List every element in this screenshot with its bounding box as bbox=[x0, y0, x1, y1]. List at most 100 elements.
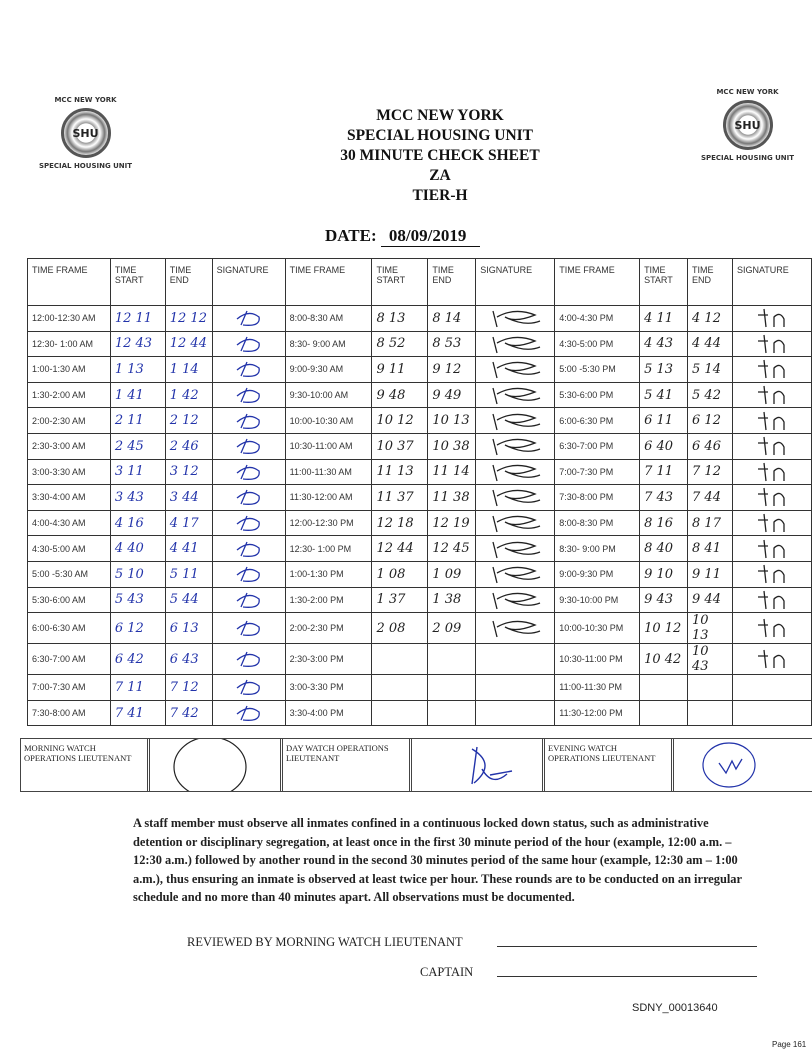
time-end-cell: 9 49 bbox=[427, 381, 477, 409]
signature-scribble bbox=[757, 437, 785, 456]
signature-cell bbox=[211, 305, 286, 332]
time-frame-cell: 9:30-10:00 AM bbox=[284, 381, 373, 409]
time-end-cell: 5 11 bbox=[164, 560, 213, 588]
table-row: 6:00-6:30 AM 6 12 6 13 2:00-2:30 PM 2 08 2 09… bbox=[27, 612, 812, 645]
time-frame-cell: 12:00-12:30 PM bbox=[284, 509, 373, 537]
time-end-cell: 4 17 bbox=[164, 509, 213, 537]
table-row: 6:30-7:00 AM 6 42 6 43 2:30-3:00 PM 10:30-11… bbox=[27, 643, 812, 676]
signature-scribble bbox=[492, 592, 541, 609]
time-start-cell: 5 10 bbox=[109, 560, 166, 588]
signature-scribble bbox=[757, 411, 785, 430]
time-end-cell: 9 44 bbox=[687, 586, 733, 614]
lieutenant-signoff: MORNING WATCH OPERATIONS LIEUTENANT DAY … bbox=[20, 736, 812, 798]
date-field: DATE: 08/09/2019 bbox=[325, 226, 481, 247]
time-start-cell: 3 43 bbox=[109, 484, 166, 511]
signature-cell bbox=[731, 458, 812, 486]
time-frame-cell: 5:30-6:00 PM bbox=[554, 381, 641, 409]
time-end-cell: 10 13 bbox=[687, 612, 733, 645]
time-end-cell: 12 12 bbox=[164, 305, 213, 332]
morning-watch-label: MORNING WATCH OPERATIONS LIEUTENANT bbox=[21, 739, 150, 791]
signature-cell bbox=[211, 484, 286, 511]
day-watch-label: DAY WATCH OPERATIONS LIEUTENANT bbox=[283, 739, 412, 791]
table-row: 12:00-12:30 AM 12 11 12 12 8:00-8:30 AM 8 13… bbox=[27, 305, 812, 332]
signature-cell bbox=[211, 586, 286, 614]
signature-scribble bbox=[236, 387, 260, 404]
signature-cell bbox=[211, 699, 286, 727]
signature-scribble bbox=[492, 387, 541, 405]
time-end-cell: 5 44 bbox=[164, 586, 213, 614]
signature-cell bbox=[475, 458, 556, 486]
signature-scribble bbox=[236, 592, 260, 608]
time-end-cell: 3 12 bbox=[164, 458, 213, 486]
time-start-cell: 9 43 bbox=[639, 586, 689, 614]
signature-cell bbox=[731, 535, 812, 562]
time-start-cell: 5 43 bbox=[109, 586, 166, 614]
time-frame-cell: 2:30-3:00 PM bbox=[284, 643, 373, 676]
time-start-cell: 10 12 bbox=[639, 612, 689, 645]
time-start-cell: 3 11 bbox=[109, 458, 166, 486]
time-start-cell: 12 43 bbox=[109, 330, 166, 358]
signature-cell bbox=[731, 560, 812, 588]
time-start-cell: 6 40 bbox=[639, 432, 689, 460]
time-start-cell: 4 40 bbox=[109, 535, 166, 562]
signature-cell bbox=[475, 674, 556, 701]
time-end-cell: 1 09 bbox=[427, 560, 477, 588]
time-start-cell bbox=[639, 674, 689, 701]
time-start-cell: 2 45 bbox=[109, 432, 166, 460]
column-header: TIME END bbox=[687, 258, 733, 306]
time-end-cell: 1 38 bbox=[427, 586, 477, 614]
signature-scribble bbox=[236, 311, 260, 327]
time-frame-cell: 1:00-1:30 PM bbox=[284, 560, 373, 588]
time-start-cell: 8 13 bbox=[371, 305, 429, 332]
time-frame-cell: 7:30-8:00 PM bbox=[554, 484, 641, 511]
table-row: 3:30-4:00 AM 3 43 3 44 11:30-12:00 AM 11 37 1… bbox=[27, 484, 812, 511]
signature-scribble bbox=[236, 362, 260, 378]
column-header: TIME END bbox=[164, 258, 213, 306]
time-start-cell: 4 16 bbox=[109, 509, 166, 537]
signature-cell bbox=[475, 484, 556, 511]
column-header: TIME FRAME bbox=[27, 258, 111, 306]
signature-cell bbox=[475, 330, 556, 358]
time-end-cell: 5 14 bbox=[687, 356, 733, 383]
time-end-cell: 3 44 bbox=[164, 484, 213, 511]
table-row: 1:30-2:00 AM 1 41 1 42 9:30-10:00 AM 9 48 9 4… bbox=[27, 381, 812, 409]
time-start-cell: 11 37 bbox=[371, 484, 429, 511]
signature-scribble bbox=[236, 336, 260, 352]
column-header: TIME START bbox=[109, 258, 166, 306]
time-start-cell: 8 52 bbox=[371, 330, 429, 358]
signature-scribble bbox=[757, 650, 785, 669]
time-end-cell: 11 38 bbox=[427, 484, 477, 511]
signature-scribble bbox=[757, 590, 785, 609]
signature-scribble bbox=[492, 515, 541, 533]
time-start-cell: 12 44 bbox=[371, 535, 429, 562]
signature-cell bbox=[731, 509, 812, 537]
signature-cell bbox=[475, 509, 556, 537]
time-frame-cell: 1:00-1:30 AM bbox=[27, 356, 111, 383]
table-row: 7:30-8:00 AM 7 41 7 42 3:30-4:00 PM 11:30-12… bbox=[27, 699, 812, 727]
time-start-cell: 7 43 bbox=[639, 484, 689, 511]
signature-cell bbox=[211, 407, 286, 434]
time-end-cell: 5 42 bbox=[687, 381, 733, 409]
table-row: 1:00-1:30 AM 1 13 1 14 9:00-9:30 AM 9 11 9 12… bbox=[27, 356, 812, 383]
time-end-cell: 4 44 bbox=[687, 330, 733, 358]
time-end-cell: 1 14 bbox=[164, 356, 213, 383]
signature-scribble bbox=[492, 336, 541, 354]
time-frame-cell: 11:30-12:00 AM bbox=[284, 484, 373, 511]
title-line: MCC NEW YORK bbox=[376, 107, 504, 124]
signature-scribble bbox=[757, 619, 785, 638]
signature-scribble bbox=[492, 413, 541, 430]
table-row: 5:30-6:00 AM 5 43 5 44 1:30-2:00 PM 1 37 1 38… bbox=[27, 586, 812, 614]
signature-scribble bbox=[757, 539, 785, 558]
signature-cell bbox=[211, 330, 286, 358]
time-frame-cell: 6:00-6:30 AM bbox=[27, 612, 111, 645]
logo-text: MCC NEW YORK bbox=[54, 96, 117, 104]
signature-scribble bbox=[757, 565, 785, 584]
instructions-paragraph: A staff member must observe all inmates … bbox=[133, 816, 742, 904]
time-end-cell: 6 43 bbox=[164, 643, 213, 676]
title-line: TIER-H bbox=[412, 187, 468, 204]
time-frame-cell: 6:30-7:00 AM bbox=[27, 643, 111, 676]
logo-text: SPECIAL HOUSING UNIT bbox=[700, 154, 795, 162]
signature-cell bbox=[475, 643, 556, 676]
signature-scribble bbox=[236, 413, 260, 429]
time-frame-cell: 11:00-11:30 PM bbox=[554, 674, 641, 701]
